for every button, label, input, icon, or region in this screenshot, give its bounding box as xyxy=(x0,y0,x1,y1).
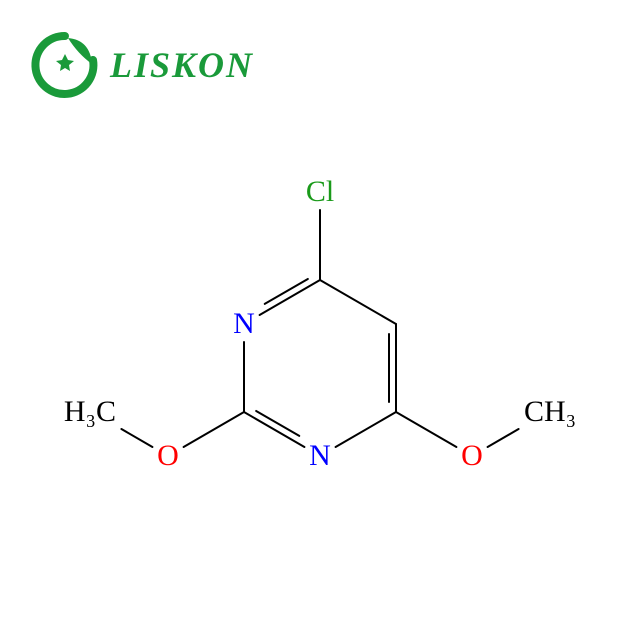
atom-o9: O xyxy=(461,441,483,471)
chemical-structure xyxy=(0,0,640,640)
atom-h8: H₃C xyxy=(64,397,116,427)
atom-cl: Cl xyxy=(306,177,334,207)
atom-n4: N xyxy=(309,441,331,471)
canvas: LISKON NNClOH₃COCH₃ xyxy=(0,0,640,640)
atom-n2: N xyxy=(233,309,255,339)
atom-h10: CH₃ xyxy=(524,397,576,427)
atom-o7: O xyxy=(157,441,179,471)
